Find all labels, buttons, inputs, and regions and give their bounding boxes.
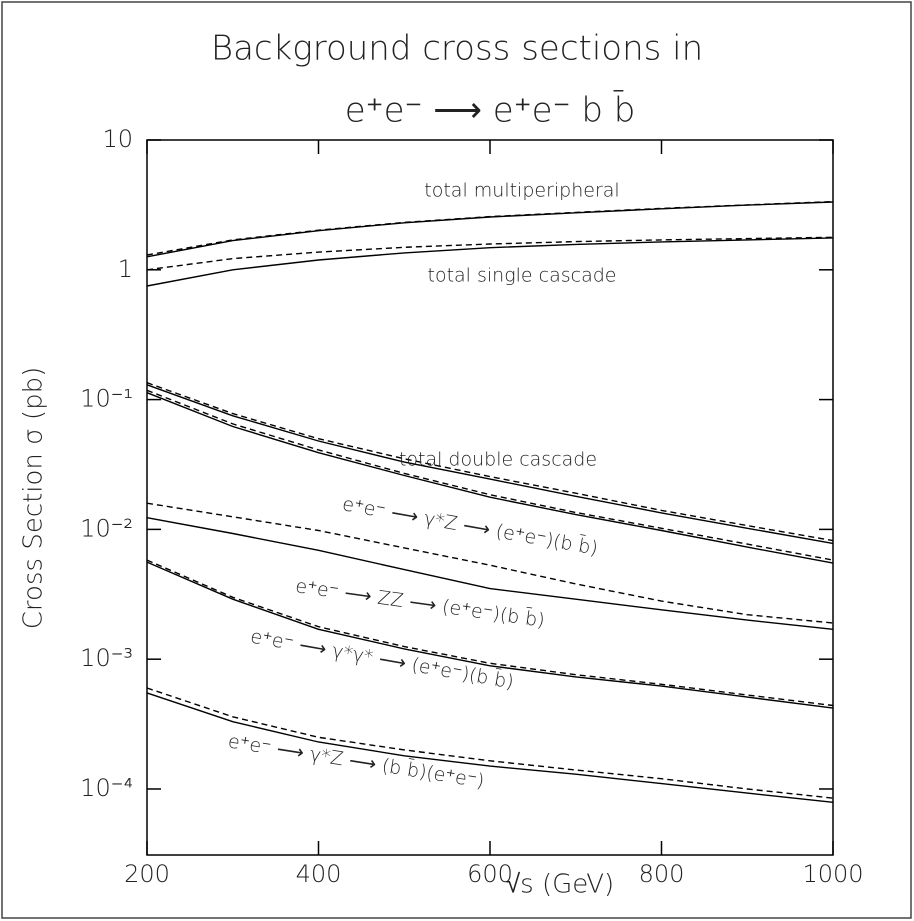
series-line (146, 236, 834, 271)
annotation: total single cascade (428, 265, 617, 287)
y-tick-label: 10⁻⁴ (80, 774, 133, 802)
annotation: total double cascade (399, 449, 597, 471)
y-tick-label: 10 (102, 125, 133, 153)
series-line (146, 517, 834, 630)
series-line (146, 561, 834, 709)
series-line (146, 692, 834, 803)
x-tick-label: 1000 (802, 860, 863, 888)
chart-subtitle: e⁺e⁻ ⟶ e⁺e⁻ b b̄ (345, 89, 636, 130)
series-line (146, 384, 834, 545)
series-line (146, 392, 834, 564)
y-tick-label: 10⁻¹ (80, 385, 133, 413)
y-tick-label: 1 (118, 255, 133, 283)
x-tick-label: 400 (296, 860, 342, 888)
series-line (146, 237, 834, 287)
chart-title: Background cross sections in (211, 29, 703, 69)
series-line (146, 201, 834, 258)
y-tick-label: 10⁻² (80, 514, 133, 542)
x-tick-label: 800 (639, 860, 685, 888)
x-tick-label: 200 (124, 860, 170, 888)
series-line (146, 687, 834, 799)
annotation: e⁺e⁻ ⟶ γ*Z ⟶ (e⁺e⁻)(b b̄) (341, 492, 600, 560)
annotation: e⁺e⁻ ⟶ γ*γ* ⟶ (e⁺e⁻)(b b̄) (249, 624, 516, 693)
annotation: total multiperipheral (424, 180, 619, 202)
x-tick-label: 600 (467, 860, 513, 888)
annotation: e⁺e⁻ ⟶ ZZ ⟶ (e⁺e⁻)(b b̄) (294, 574, 546, 632)
series-line (146, 502, 834, 624)
x-axis-label: √s (GeV) (506, 870, 614, 900)
series-line (146, 389, 834, 561)
series-line (146, 382, 834, 542)
series-line (146, 200, 834, 256)
y-axis-label: Cross Section σ (pb) (19, 367, 49, 629)
y-tick-label: 10⁻³ (80, 644, 133, 672)
series-line (146, 559, 834, 707)
